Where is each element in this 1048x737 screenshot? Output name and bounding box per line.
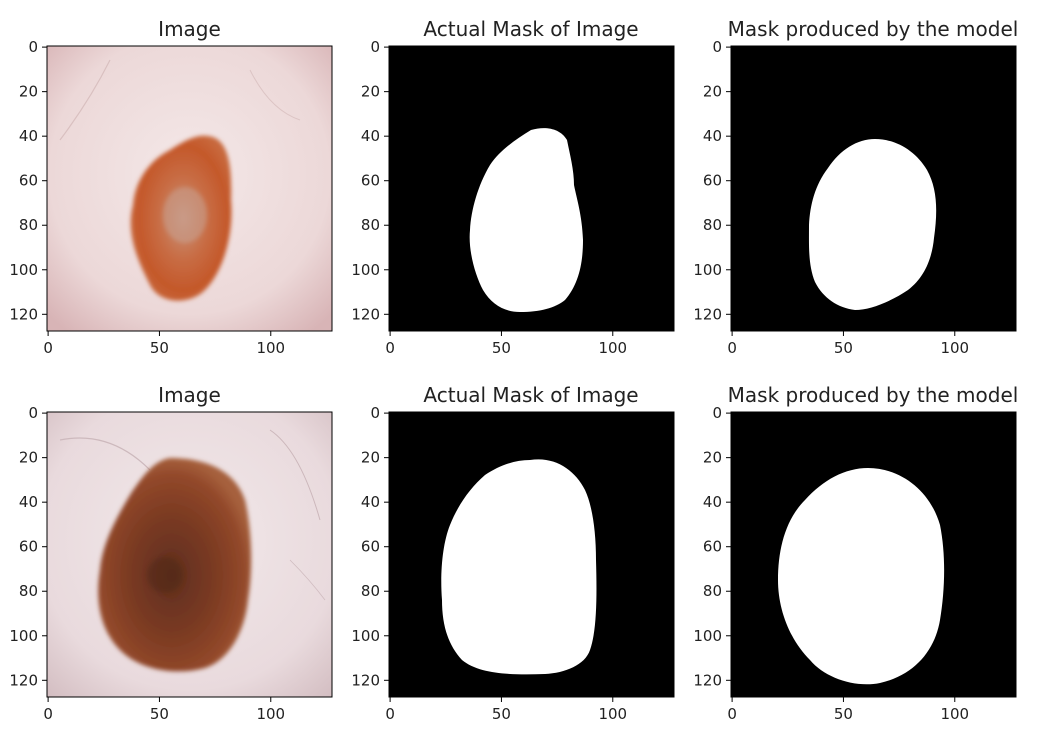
y-tick-label: 20 [703, 449, 722, 467]
y-tick-label: 0 [712, 38, 722, 56]
panel-title: Image [158, 383, 221, 407]
y-tick-label: 20 [361, 449, 380, 467]
y-tick-label: 80 [361, 582, 380, 600]
y-tick-label: 60 [19, 172, 38, 190]
x-tick-label: 0 [43, 705, 53, 723]
panel-title: Mask produced by the model [728, 17, 1019, 41]
y-tick-label: 0 [712, 404, 722, 422]
y-tick-label: 100 [693, 627, 722, 645]
x-tick-label: 0 [727, 705, 737, 723]
y-tick-label: 40 [703, 493, 722, 511]
y-tick-label: 40 [361, 493, 380, 511]
y-tick-label: 60 [19, 538, 38, 556]
x-tick-label: 100 [598, 705, 627, 723]
axes-frame [388, 411, 675, 698]
x-tick-label: 0 [43, 339, 53, 357]
y-tick-label: 60 [361, 172, 380, 190]
y-tick-label: 80 [703, 582, 722, 600]
y-tick-label: 100 [9, 261, 38, 279]
panel-row1-actual-mask: Actual Mask of Image [388, 17, 675, 332]
axes-frame [388, 45, 675, 332]
y-tick-label: 20 [19, 83, 38, 101]
y-tick-label: 100 [9, 627, 38, 645]
axes-frame [46, 45, 333, 332]
mask-shape [778, 468, 945, 685]
y-tick-label: 40 [19, 127, 38, 145]
y-tick-label: 20 [703, 83, 722, 101]
panel-title: Actual Mask of Image [423, 383, 638, 407]
skin-lesion-photo [47, 412, 332, 697]
y-tick-label: 40 [703, 127, 722, 145]
x-tick-label: 50 [492, 339, 511, 357]
y-tick-label: 80 [361, 216, 380, 234]
x-tick-label: 50 [492, 705, 511, 723]
axis-ticks: 0 20 40 60 80 100 120 0 50 100 0 20 40 60 80 100 120 0 50 1… [9, 38, 969, 723]
mask-shape [808, 139, 937, 310]
skin-lesion-photo [47, 46, 332, 331]
panel-row2-image: Image [46, 383, 333, 698]
x-tick-label: 100 [940, 705, 969, 723]
x-tick-label: 50 [834, 339, 853, 357]
x-tick-label: 100 [598, 339, 627, 357]
y-tick-label: 0 [370, 404, 380, 422]
y-tick-label: 20 [19, 449, 38, 467]
y-tick-label: 120 [9, 671, 38, 689]
y-tick-label: 120 [9, 305, 38, 323]
mask-shape [441, 459, 597, 675]
y-tick-label: 20 [361, 83, 380, 101]
x-tick-label: 100 [940, 339, 969, 357]
panel-row2-actual-mask: Actual Mask of Image [388, 383, 675, 698]
y-tick-label: 60 [703, 538, 722, 556]
axes-frame [46, 411, 333, 698]
y-tick-label: 40 [19, 493, 38, 511]
y-tick-label: 120 [693, 305, 722, 323]
panel-title: Image [158, 17, 221, 41]
y-tick-label: 60 [703, 172, 722, 190]
y-tick-label: 120 [351, 671, 380, 689]
x-tick-label: 0 [727, 339, 737, 357]
y-tick-label: 60 [361, 538, 380, 556]
panel-row1-model-mask: Mask produced by the model [728, 17, 1019, 332]
x-tick-label: 50 [150, 339, 169, 357]
y-tick-label: 100 [351, 261, 380, 279]
y-tick-label: 0 [28, 404, 38, 422]
y-tick-label: 120 [693, 671, 722, 689]
panel-title: Mask produced by the model [728, 383, 1019, 407]
y-tick-label: 0 [370, 38, 380, 56]
y-tick-label: 80 [703, 216, 722, 234]
panel-row1-image: Image [46, 17, 333, 332]
x-tick-label: 100 [256, 705, 285, 723]
x-tick-label: 0 [385, 705, 395, 723]
y-tick-label: 0 [28, 38, 38, 56]
y-tick-label: 100 [351, 627, 380, 645]
x-tick-label: 0 [385, 339, 395, 357]
y-tick-label: 100 [693, 261, 722, 279]
y-tick-label: 80 [19, 216, 38, 234]
y-tick-label: 120 [351, 305, 380, 323]
x-tick-label: 50 [150, 705, 169, 723]
panel-row2-model-mask: Mask produced by the model [728, 383, 1019, 698]
x-tick-label: 100 [256, 339, 285, 357]
axes-frame [730, 411, 1017, 698]
x-tick-label: 50 [834, 705, 853, 723]
y-tick-label: 80 [19, 582, 38, 600]
mask-shape [469, 128, 583, 312]
panel-title: Actual Mask of Image [423, 17, 638, 41]
axes-frame [730, 45, 1017, 332]
y-tick-label: 40 [361, 127, 380, 145]
